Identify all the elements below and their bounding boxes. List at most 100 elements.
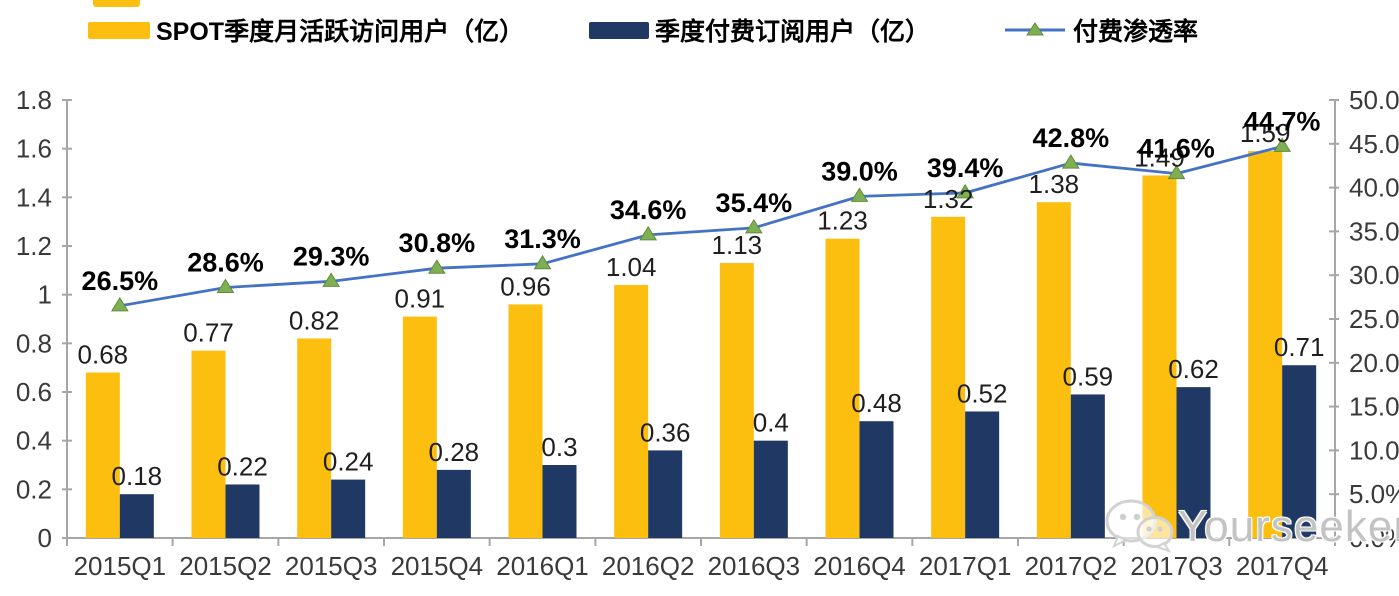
bar-mau: [1248, 151, 1283, 538]
left-axis-tick-label: 0.2: [16, 474, 52, 504]
legend-label-subscribers: 季度付费订阅用户（亿）: [655, 18, 931, 46]
x-axis-label: 2016Q2: [602, 551, 695, 581]
line-marker: [322, 272, 341, 287]
penetration-value-label: 34.6%: [610, 195, 687, 225]
legend-label-penetration: 付费渗透率: [1073, 18, 1199, 46]
mau-series-swatch: [88, 21, 150, 39]
right-axis-tick-label: 0.0%: [1349, 523, 1399, 553]
left-axis-tick-label: 0.6: [16, 377, 52, 407]
line-marker: [850, 187, 869, 202]
bar-subscribers: [225, 484, 260, 538]
subscribers-value-label: 0.4: [753, 408, 789, 438]
subscribers-series-swatch: [589, 21, 649, 39]
penetration-value-label: 39.4%: [927, 153, 1004, 183]
bar-subscribers: [1176, 387, 1211, 538]
mau-value-label: 1.59: [1240, 118, 1291, 148]
legend-item-mau: SPOT季度月活跃访问用户（亿）: [88, 12, 524, 48]
chart-legend: SPOT季度月活跃访问用户（亿） 季度付费订阅用户（亿） 付费渗透率: [0, 12, 1399, 48]
penetration-value-label: 26.5%: [82, 266, 159, 296]
bar-mau: [931, 216, 966, 539]
mau-value-label: 0.77: [183, 318, 234, 348]
x-axis-label: 2017Q3: [1130, 551, 1223, 581]
bar-subscribers: [1070, 394, 1105, 538]
left-axis-tick-label: 1.2: [16, 231, 52, 261]
mau-value-label: 0.68: [78, 340, 129, 370]
bar-mau: [1142, 175, 1177, 538]
right-axis-tick-label: 10.0%: [1349, 435, 1399, 465]
legend-item-penetration: 付费渗透率: [1005, 12, 1198, 48]
bar-subscribers: [542, 465, 577, 538]
line-marker-icon: [1005, 22, 1065, 36]
left-axis-tick-label: 1: [38, 280, 52, 310]
right-axis-tick-label: 25.0%: [1349, 304, 1399, 334]
penetration-line: [119, 145, 1283, 308]
penetration-value-label: 28.6%: [187, 247, 264, 277]
right-axis-tick-label: 5.0%: [1349, 479, 1399, 509]
right-axis-tick-label: 15.0%: [1349, 392, 1399, 422]
mau-value-label: 0.91: [395, 284, 446, 314]
x-axis-label: 2016Q4: [813, 551, 906, 581]
bar-subscribers: [753, 440, 788, 538]
right-axis-tick-label: 30.0%: [1349, 260, 1399, 290]
x-axis-label: 2015Q2: [179, 551, 272, 581]
bar-mau: [85, 372, 120, 538]
bar-mau: [825, 238, 860, 538]
penetration-value-label: 31.3%: [504, 224, 581, 254]
line-marker: [427, 259, 446, 274]
bar-subscribers: [436, 469, 471, 538]
watermark-text: Yourseeker: [1178, 502, 1399, 551]
subscribers-value-label: 0.28: [429, 437, 480, 467]
line-marker: [110, 296, 129, 312]
bar-subscribers: [119, 494, 154, 538]
bar-mau: [614, 284, 649, 538]
bar-mau: [719, 263, 754, 538]
x-axis-label: 2015Q1: [74, 551, 167, 581]
bar-mau: [508, 304, 543, 538]
penetration-value-label: 30.8%: [399, 228, 476, 258]
bar-mau: [402, 316, 437, 538]
bar-subscribers: [331, 479, 366, 538]
mau-value-label: 1.38: [1029, 169, 1080, 199]
mau-value-label: 1.13: [712, 230, 763, 260]
right-axis-tick-label: 40.0%: [1349, 173, 1399, 203]
mau-value-label: 1.04: [606, 252, 657, 282]
subscribers-value-label: 0.24: [323, 447, 374, 477]
wechat-icon: [1105, 499, 1174, 553]
bar-mau: [1036, 202, 1071, 538]
left-axis-tick-label: 0.8: [16, 328, 52, 358]
right-axis-tick-label: 35.0%: [1349, 216, 1399, 246]
bar-subscribers: [648, 450, 683, 538]
mau-value-label: 0.96: [500, 271, 551, 301]
subscribers-value-label: 0.22: [217, 451, 268, 481]
left-axis-tick-label: 1.4: [16, 182, 52, 212]
x-axis-label: 2017Q4: [1236, 551, 1329, 581]
penetration-value-label: 44.7%: [1244, 106, 1321, 136]
bar-mau: [297, 338, 332, 538]
penetration-value-label: 39.0%: [821, 156, 898, 186]
subscribers-value-label: 0.59: [1063, 361, 1114, 391]
mau-value-label: 1.32: [923, 184, 974, 214]
penetration-value-label: 29.3%: [293, 241, 370, 271]
line-marker: [1061, 154, 1080, 169]
legend-label-mau: SPOT季度月活跃访问用户（亿）: [156, 18, 525, 46]
mau-value-label: 1.23: [817, 206, 868, 236]
line-marker: [639, 225, 658, 241]
bar-subscribers: [859, 421, 894, 538]
x-axis-label: 2016Q3: [708, 551, 801, 581]
x-axis-label: 2016Q1: [496, 551, 589, 581]
right-axis-tick-label: 45.0%: [1349, 129, 1399, 159]
line-marker: [216, 278, 235, 293]
bar-subscribers: [965, 411, 1000, 538]
bar-subscribers: [1282, 365, 1317, 538]
subscribers-value-label: 0.48: [851, 388, 902, 418]
subscribers-value-label: 0.18: [112, 461, 163, 491]
x-axis-label: 2015Q3: [285, 551, 378, 581]
subscribers-value-label: 0.3: [541, 432, 577, 462]
subscribers-value-label: 0.36: [640, 417, 691, 447]
penetration-value-label: 35.4%: [716, 188, 793, 218]
cropped-image-artifact: [93, 0, 140, 7]
mau-value-label: 1.49: [1134, 142, 1185, 172]
penetration-value-label: 41.6%: [1138, 134, 1215, 164]
line-marker: [533, 254, 552, 270]
